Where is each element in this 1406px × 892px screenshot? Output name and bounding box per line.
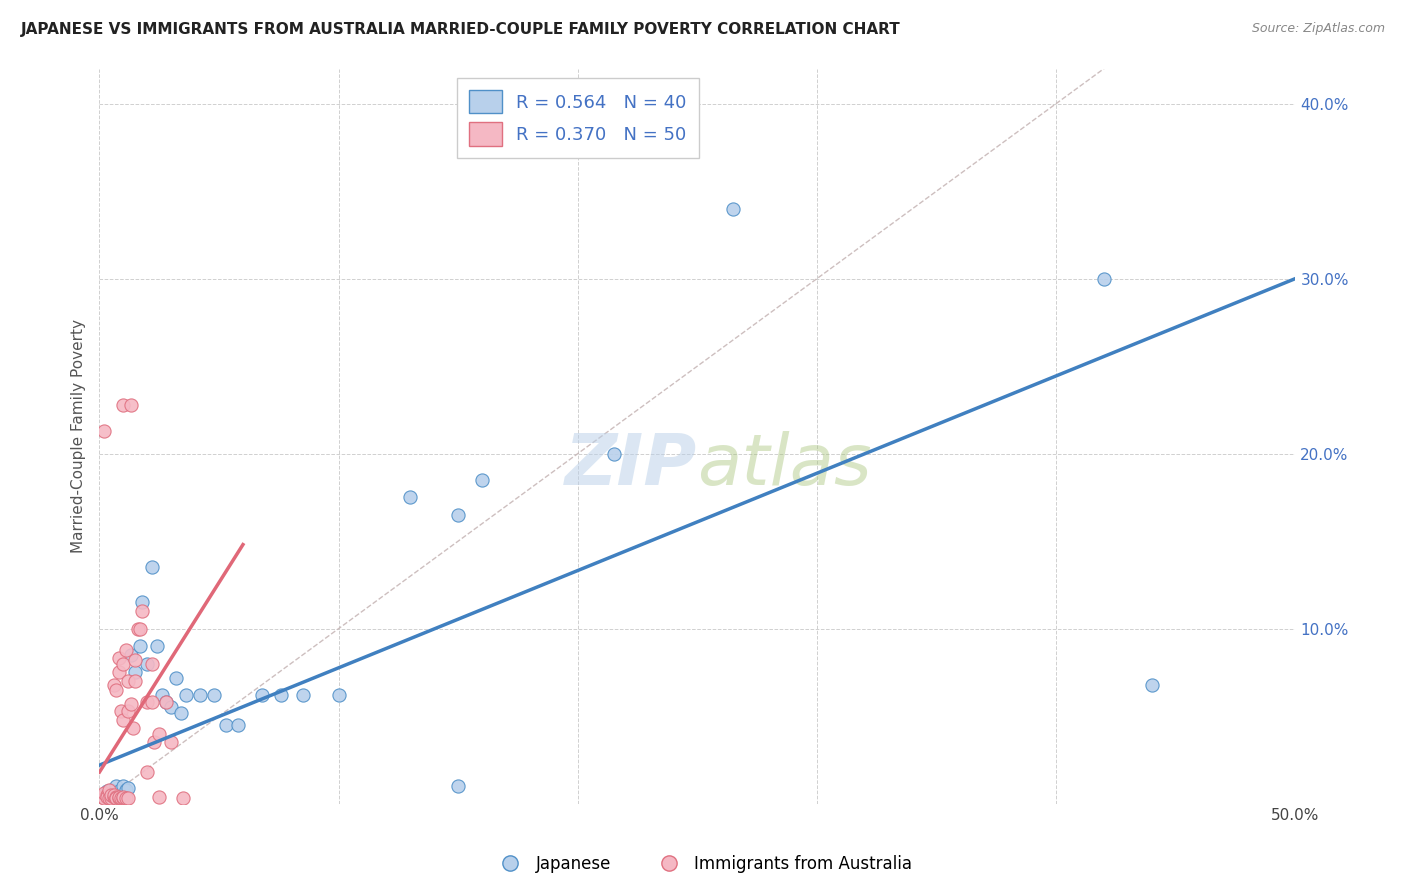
Point bbox=[124, 653, 146, 667]
Point bbox=[98, 782, 121, 797]
Point bbox=[131, 604, 153, 618]
Point bbox=[129, 622, 152, 636]
Text: ZIP: ZIP bbox=[565, 431, 697, 500]
Point bbox=[120, 648, 142, 662]
Point bbox=[93, 786, 115, 800]
Point bbox=[110, 788, 132, 802]
Point bbox=[136, 657, 159, 671]
Point bbox=[1140, 677, 1163, 691]
Point bbox=[100, 782, 122, 797]
Point bbox=[141, 657, 163, 671]
Point bbox=[160, 700, 183, 714]
Point bbox=[110, 704, 132, 718]
Point bbox=[174, 688, 197, 702]
Point bbox=[143, 735, 166, 749]
Legend: R = 0.564   N = 40, R = 0.370   N = 50: R = 0.564 N = 40, R = 0.370 N = 50 bbox=[457, 78, 699, 158]
Point bbox=[127, 622, 149, 636]
Point bbox=[105, 791, 128, 805]
Point bbox=[90, 789, 112, 804]
Point bbox=[148, 789, 170, 804]
Point bbox=[100, 788, 122, 802]
Point bbox=[114, 791, 136, 805]
Point bbox=[131, 595, 153, 609]
Y-axis label: Married-Couple Family Poverty: Married-Couple Family Poverty bbox=[72, 319, 86, 553]
Point bbox=[98, 789, 121, 804]
Point bbox=[96, 788, 118, 802]
Point bbox=[105, 789, 128, 804]
Point bbox=[723, 202, 745, 216]
Point bbox=[447, 508, 470, 522]
Point bbox=[96, 789, 118, 804]
Point bbox=[112, 713, 135, 727]
Point bbox=[170, 706, 193, 720]
Point bbox=[117, 791, 139, 805]
Point bbox=[146, 639, 169, 653]
Point bbox=[124, 665, 146, 680]
Point bbox=[160, 735, 183, 749]
Point bbox=[148, 726, 170, 740]
Point bbox=[105, 779, 128, 793]
Text: Source: ZipAtlas.com: Source: ZipAtlas.com bbox=[1251, 22, 1385, 36]
Point bbox=[112, 791, 135, 805]
Point bbox=[399, 491, 422, 505]
Point bbox=[226, 718, 249, 732]
Point bbox=[100, 791, 122, 805]
Point bbox=[107, 665, 129, 680]
Point bbox=[117, 780, 139, 795]
Point bbox=[107, 789, 129, 804]
Point bbox=[122, 722, 145, 736]
Text: JAPANESE VS IMMIGRANTS FROM AUSTRALIA MARRIED-COUPLE FAMILY POVERTY CORRELATION : JAPANESE VS IMMIGRANTS FROM AUSTRALIA MA… bbox=[21, 22, 901, 37]
Point bbox=[188, 688, 211, 702]
Point bbox=[93, 791, 115, 805]
Point bbox=[603, 446, 626, 460]
Point bbox=[107, 651, 129, 665]
Point bbox=[136, 765, 159, 780]
Point bbox=[120, 697, 142, 711]
Point bbox=[124, 674, 146, 689]
Point bbox=[471, 473, 494, 487]
Point bbox=[165, 671, 187, 685]
Point bbox=[117, 704, 139, 718]
Point bbox=[98, 791, 121, 805]
Point bbox=[112, 657, 135, 671]
Point bbox=[136, 695, 159, 709]
Point bbox=[141, 695, 163, 709]
Point bbox=[103, 677, 125, 691]
Point bbox=[107, 791, 129, 805]
Point bbox=[105, 682, 128, 697]
Point bbox=[1092, 271, 1115, 285]
Point bbox=[96, 784, 118, 798]
Point bbox=[129, 639, 152, 653]
Point bbox=[117, 674, 139, 689]
Point bbox=[150, 688, 173, 702]
Point bbox=[107, 784, 129, 798]
Point bbox=[155, 695, 177, 709]
Point bbox=[120, 398, 142, 412]
Point bbox=[112, 779, 135, 793]
Point bbox=[250, 688, 273, 702]
Point bbox=[328, 688, 350, 702]
Point bbox=[114, 782, 136, 797]
Text: atlas: atlas bbox=[697, 431, 872, 500]
Point bbox=[103, 788, 125, 802]
Point bbox=[103, 789, 125, 804]
Point bbox=[215, 718, 238, 732]
Point bbox=[93, 788, 115, 802]
Point bbox=[202, 688, 225, 702]
Point bbox=[112, 789, 135, 804]
Point bbox=[172, 791, 194, 805]
Point bbox=[155, 695, 177, 709]
Point bbox=[141, 560, 163, 574]
Point bbox=[291, 688, 314, 702]
Point bbox=[110, 791, 132, 805]
Point bbox=[103, 788, 125, 802]
Legend: Japanese, Immigrants from Australia: Japanese, Immigrants from Australia bbox=[486, 848, 920, 880]
Point bbox=[112, 398, 135, 412]
Point bbox=[114, 642, 136, 657]
Point bbox=[93, 424, 115, 438]
Point bbox=[447, 779, 470, 793]
Point bbox=[270, 688, 292, 702]
